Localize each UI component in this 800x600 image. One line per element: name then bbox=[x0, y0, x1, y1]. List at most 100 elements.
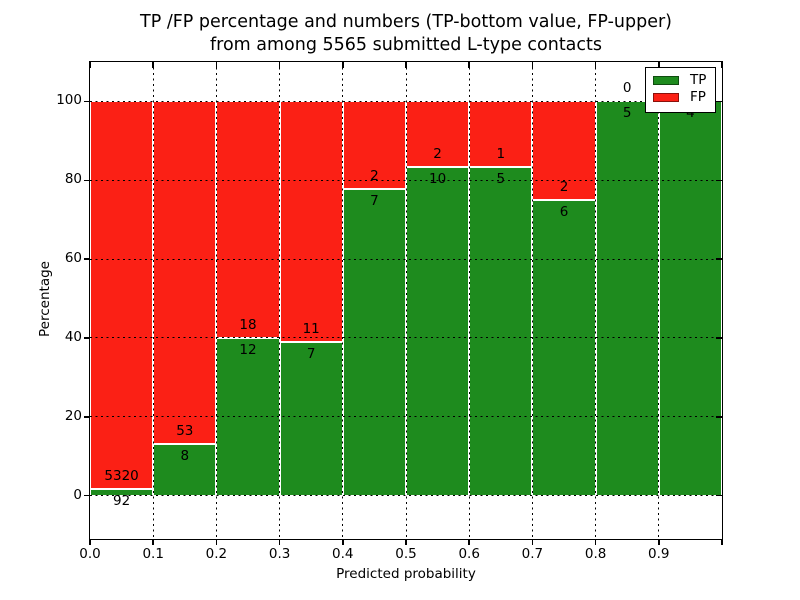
bar-label-fp: 2 bbox=[370, 168, 379, 185]
bar-label-tp: 7 bbox=[370, 193, 379, 210]
x-tick bbox=[89, 62, 91, 68]
y-tick bbox=[716, 179, 722, 181]
chart-title-line2: from among 5565 submitted L-type contact… bbox=[209, 35, 603, 55]
bar-label-fp: 53 bbox=[176, 422, 194, 439]
bar-label-fp: 2 bbox=[433, 146, 442, 163]
gridline-v bbox=[468, 62, 470, 539]
legend-item-fp: FP bbox=[653, 89, 715, 105]
bar-segment-fp bbox=[90, 101, 154, 489]
bar-label-fp: 2 bbox=[559, 178, 569, 195]
y-tick bbox=[84, 494, 90, 497]
bar-segment-tp bbox=[658, 101, 722, 496]
x-tick bbox=[594, 539, 597, 545]
chart-title-line1: TP /FP percentage and numbers (TP-bottom… bbox=[140, 12, 672, 32]
x-tick bbox=[215, 539, 218, 545]
plot-area: 5320 92 53 8 18 12 11 7 2 7 2 10 1 5 2 6 0 5 4 0 20 40 60 80 100… bbox=[56, 62, 723, 562]
bar-label-tp: 5 bbox=[622, 105, 632, 122]
gridline-v bbox=[342, 62, 344, 539]
gridline-v bbox=[658, 62, 660, 539]
x-tick bbox=[278, 539, 281, 545]
x-tick bbox=[468, 539, 470, 545]
x-tick-label: 0.3 bbox=[268, 546, 291, 562]
bar-label-fp: 0 bbox=[622, 80, 632, 97]
x-tick-label: 0.2 bbox=[205, 546, 228, 562]
legend: TP FP bbox=[645, 67, 716, 113]
bar-segment-fp bbox=[216, 101, 280, 338]
x-tick-label: 0.9 bbox=[648, 546, 670, 562]
bar-label-tp: 5 bbox=[496, 171, 506, 188]
bar-label-fp: 1 bbox=[496, 146, 506, 163]
bar-segment-fp bbox=[406, 101, 470, 168]
x-tick-label: 0.1 bbox=[142, 546, 164, 562]
x-axis-label: Predicted probability bbox=[336, 566, 476, 582]
x-tick bbox=[721, 539, 723, 545]
bar-label-tp: 8 bbox=[180, 447, 190, 464]
y-axis-label: Percentage bbox=[37, 261, 53, 337]
x-tick bbox=[531, 62, 534, 68]
gridline-v bbox=[405, 62, 407, 539]
bar-label-tp: 7 bbox=[306, 346, 316, 363]
legend-swatch-fp-icon bbox=[653, 93, 679, 102]
x-tick bbox=[594, 62, 597, 68]
x-tick-label: 0.5 bbox=[395, 546, 417, 562]
bar-label-fp: 11 bbox=[302, 321, 320, 338]
bar-segment-tp bbox=[342, 189, 406, 496]
gridline-v bbox=[531, 62, 533, 539]
gridline-v bbox=[595, 62, 597, 539]
y-tick bbox=[716, 494, 722, 497]
x-tick bbox=[152, 62, 154, 68]
bar-label-tp: 10 bbox=[429, 171, 447, 188]
x-tick-label: 0.8 bbox=[584, 546, 607, 562]
x-tick bbox=[531, 539, 534, 545]
x-tick-label: 0.7 bbox=[521, 546, 544, 562]
bar-label-fp: 18 bbox=[239, 316, 257, 333]
chart-title: TP /FP percentage and numbers (TP-bottom… bbox=[90, 11, 722, 57]
x-tick-label: 0.6 bbox=[458, 546, 480, 562]
y-tick bbox=[84, 337, 90, 339]
y-tick-label: 0 bbox=[73, 486, 82, 503]
bar-segment-tp bbox=[469, 167, 533, 496]
y-tick-label: 100 bbox=[56, 92, 82, 109]
y-tick bbox=[716, 337, 722, 339]
gridline-v bbox=[152, 62, 154, 539]
bar-segment-fp bbox=[469, 101, 533, 168]
x-tick bbox=[342, 62, 344, 68]
bar-label-tp: 92 bbox=[113, 492, 131, 509]
bar-label-fp: 5320 bbox=[104, 467, 139, 484]
x-tick bbox=[658, 539, 660, 545]
x-tick-label: 0.0 bbox=[79, 546, 101, 562]
legend-swatch-tp-icon bbox=[653, 76, 679, 85]
x-tick bbox=[89, 539, 91, 545]
x-tick bbox=[152, 539, 154, 545]
legend-label-fp: FP bbox=[690, 89, 706, 105]
bar-segment-tp bbox=[279, 342, 343, 496]
gridline-v bbox=[215, 62, 217, 539]
y-tick bbox=[84, 416, 90, 418]
bar-label-tp: 12 bbox=[239, 341, 257, 358]
bar-label-tp: 4 bbox=[686, 105, 695, 122]
x-tick bbox=[721, 62, 723, 68]
x-tick bbox=[215, 62, 218, 68]
bar-segment-tp bbox=[406, 167, 470, 496]
x-tick-label: 0.4 bbox=[332, 546, 354, 562]
x-tick bbox=[405, 62, 407, 68]
bar-label-tp: 6 bbox=[559, 203, 569, 220]
y-tick bbox=[84, 100, 90, 103]
bar-segment-tp bbox=[153, 443, 217, 496]
y-tick bbox=[716, 258, 722, 260]
bar-segment-tp bbox=[595, 101, 659, 496]
x-tick bbox=[342, 539, 344, 545]
y-tick-label: 40 bbox=[64, 328, 82, 345]
bar-segment-fp bbox=[153, 101, 217, 444]
y-tick bbox=[716, 416, 722, 418]
x-tick bbox=[468, 62, 470, 68]
bar-segment-fp bbox=[532, 101, 596, 200]
gridline-v bbox=[279, 62, 281, 539]
legend-label-tp: TP bbox=[690, 72, 707, 88]
y-tick bbox=[84, 179, 90, 181]
y-tick bbox=[716, 100, 722, 103]
y-tick bbox=[84, 258, 90, 260]
legend-item-tp: TP bbox=[653, 72, 715, 88]
x-tick bbox=[405, 539, 407, 545]
